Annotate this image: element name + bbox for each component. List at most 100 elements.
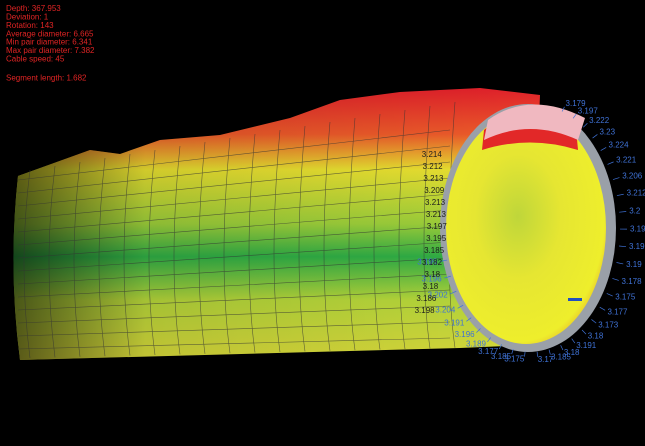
mesh-line [17,225,451,259]
tick [487,337,491,343]
inner-label: 3.186 [416,294,437,303]
ring-label: 3.189 [466,340,487,349]
mesh-line [17,161,451,207]
mesh-line [17,321,451,337]
ring-label: 3.19 [626,260,642,269]
inner-label: 3.213 [425,198,446,207]
inner-label: 3.195 [426,234,447,243]
info-line: Deviation: 1 [6,13,49,22]
ring-label: 3.175 [504,355,525,364]
ring-label: 3.23 [599,127,615,136]
inner-label: 3.185 [424,246,445,255]
ring-label: 3.178 [622,277,643,286]
tick [571,338,576,344]
tick [599,306,606,311]
ring-label: 3.185 [491,352,512,361]
mesh-line [17,193,451,233]
mesh-ring [198,141,206,354]
ring-label: 3.177 [478,347,499,356]
inner-label: 3.212 [423,162,444,171]
ring-label: 3.197 [578,106,599,115]
ring-label: 3.2 [629,206,641,215]
mesh-line [17,177,451,220]
ring-label: 3.177 [607,307,628,316]
inner-label: 3.213 [423,174,444,183]
inner-label: 3.213 [426,210,447,219]
pipe-end [446,112,606,344]
ring-label: 3.221 [616,155,637,164]
ring-label: 3.199 [417,257,438,266]
inner-label: 3.197 [427,222,448,231]
mesh-ring [223,137,231,354]
tick [548,349,551,355]
ring-label: 3.18 [588,332,604,341]
mesh-line [17,273,451,298]
info-line: Max pair diameter: 7.382 [6,46,95,55]
mesh-ring [373,113,381,350]
mesh-ring [348,117,356,351]
ring-label: 3.19 [629,242,645,251]
ring-label: 3.191 [444,319,465,328]
tick [612,278,619,281]
mesh-line [17,209,451,246]
tick [606,293,613,297]
tick [560,345,564,351]
tick [511,349,514,355]
ring-label: 3.191 [576,341,597,350]
mesh-line [17,241,451,272]
tick [572,113,577,119]
info-line: Depth: 367.953 [6,4,61,13]
tick [600,147,607,151]
tick [583,122,588,128]
tick [524,351,526,357]
ring-label: 3.196 [422,274,443,283]
ring-label: 3.212 [627,189,645,198]
tick [616,193,624,196]
inner-label: 3.182 [422,258,443,267]
info-line: Cable speed: 45 [6,55,65,64]
ring-label: 3.196 [455,330,476,339]
mesh-line [17,337,451,350]
ring-label: 3.173 [598,320,619,329]
tick [440,259,448,262]
segment-length: Segment length: 1.682 [6,73,87,82]
tick [457,304,464,309]
mesh-line [17,305,451,324]
tick [498,344,502,350]
mesh-ring [423,105,431,349]
ring-label: 3.204 [435,305,456,314]
tick [619,245,627,248]
tick [466,317,472,322]
inner-label: 3.198 [415,306,436,315]
ring-label: 3.179 [566,99,587,108]
ring-label: 3.222 [589,116,610,125]
mesh-ring [173,145,181,355]
tick [607,161,614,165]
info-line: Min pair diameter: 6.341 [6,38,93,47]
tick [616,262,624,265]
mesh-ring [398,109,406,350]
ring-label: 3.206 [622,172,643,181]
tick [450,290,457,295]
tick [581,329,587,335]
tick [591,319,597,324]
inner-label: 3.214 [422,150,443,159]
tick [561,106,565,112]
ring-label: 3.224 [609,141,630,150]
mesh [17,101,456,359]
mesh-line [17,145,451,194]
inner-label: 3.18 [425,270,441,279]
mesh-ring [148,149,156,356]
pink-zone [484,104,585,140]
tick [612,177,620,180]
tick [444,275,451,279]
ring-label: 3.185 [551,353,572,362]
ring-label: 3.19 [630,224,645,233]
ring-label: 3.202 [428,290,449,299]
ring-label: 3.17 [538,355,554,364]
mesh-line [17,257,451,285]
ring-label: 3.18 [564,348,580,357]
ring-label: 3.175 [615,293,636,302]
